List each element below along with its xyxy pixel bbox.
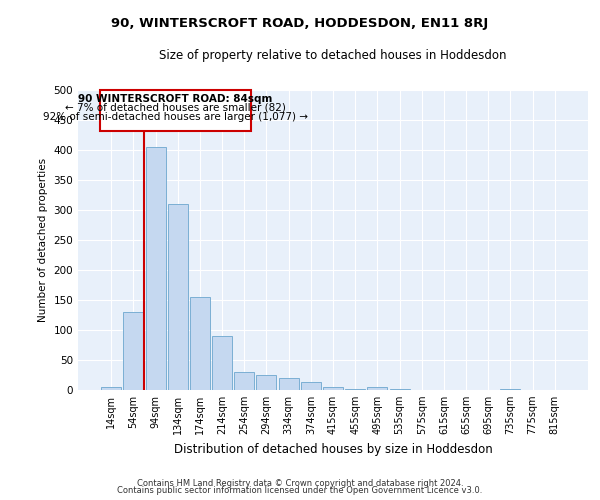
Text: Contains HM Land Registry data © Crown copyright and database right 2024.: Contains HM Land Registry data © Crown c… [137, 478, 463, 488]
Text: ← 7% of detached houses are smaller (82): ← 7% of detached houses are smaller (82) [65, 102, 286, 113]
FancyBboxPatch shape [100, 90, 251, 131]
Text: 92% of semi-detached houses are larger (1,077) →: 92% of semi-detached houses are larger (… [43, 112, 308, 122]
Bar [212, 336, 232, 390]
Text: Contains public sector information licensed under the Open Government Licence v3: Contains public sector information licen… [118, 486, 482, 495]
Bar [301, 382, 321, 390]
Bar [146, 147, 166, 390]
Bar [234, 372, 254, 390]
Bar [190, 297, 210, 390]
Y-axis label: Number of detached properties: Number of detached properties [38, 158, 48, 322]
Bar [101, 387, 121, 390]
Bar [367, 387, 388, 390]
Text: 90, WINTERSCROFT ROAD, HODDESDON, EN11 8RJ: 90, WINTERSCROFT ROAD, HODDESDON, EN11 8… [112, 18, 488, 30]
Bar [278, 378, 299, 390]
Bar [256, 375, 277, 390]
Bar [323, 387, 343, 390]
Title: Size of property relative to detached houses in Hoddesdon: Size of property relative to detached ho… [159, 50, 507, 62]
Text: 90 WINTERSCROFT ROAD: 84sqm: 90 WINTERSCROFT ROAD: 84sqm [79, 94, 272, 104]
X-axis label: Distribution of detached houses by size in Hoddesdon: Distribution of detached houses by size … [173, 442, 493, 456]
Bar [168, 204, 188, 390]
Bar [124, 312, 143, 390]
